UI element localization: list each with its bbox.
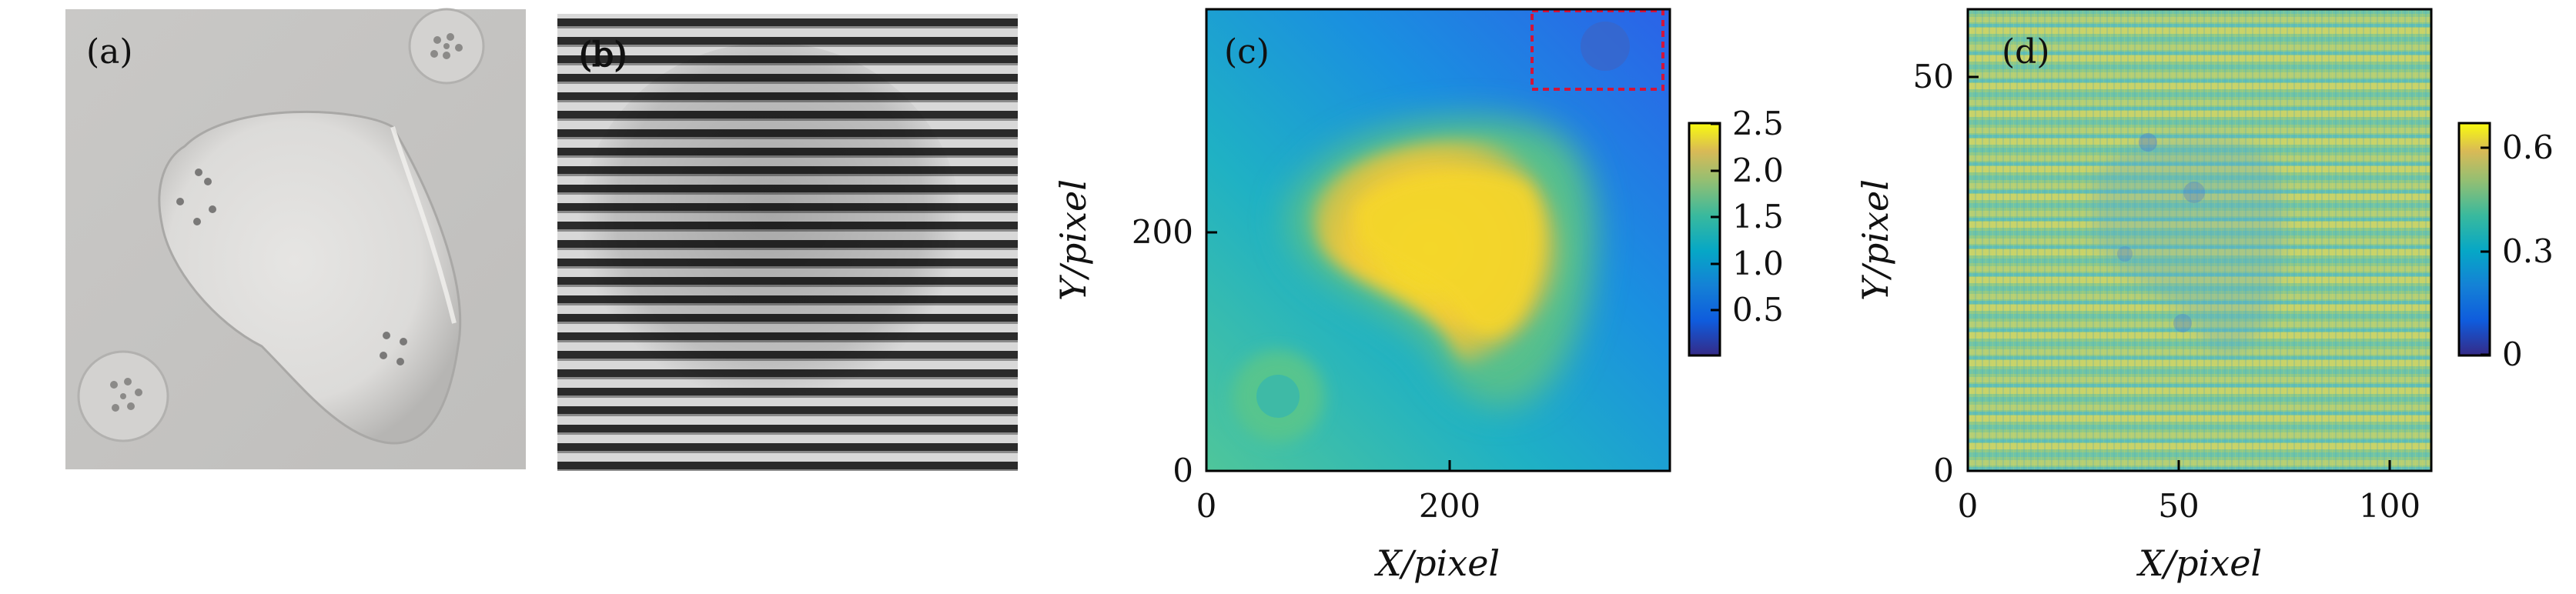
panel-d-ylabel: Y/pixel <box>1855 179 1896 301</box>
panel-d-xlabel: X/pixel <box>2136 542 2262 584</box>
panel-c-colorbar-tick: 2.5 <box>1732 105 1784 142</box>
panel-d-colorbar-tick: 0 <box>2502 335 2523 373</box>
panel-c-colorbar-tick: 0.5 <box>1732 291 1784 329</box>
panel-d-label: (d) <box>2002 32 2050 72</box>
panel-c-frame <box>1205 8 1671 472</box>
panel-a-photo: (a) <box>65 8 526 469</box>
panel-d-heatmap: (d) 0 50 100 0 50 X/pixel Y/pixel 0.6 0.… <box>1855 8 2554 584</box>
panel-c-xtick: 200 <box>1419 487 1480 525</box>
panel-c-colorbar: 2.5 2.0 1.5 1.0 0.5 <box>1688 105 1784 357</box>
panel-d-ytick: 50 <box>1913 58 1954 95</box>
panel-d-xtick: 0 <box>1958 487 1979 525</box>
panel-c-xlabel: X/pixel <box>1374 542 1500 584</box>
panel-c-ytick: 0 <box>1173 452 1193 489</box>
panel-d-colorbar-tick: 0.6 <box>2502 128 2554 166</box>
panel-c-colorbar-tick: 1.5 <box>1732 198 1784 235</box>
panel-c-annotation-box <box>1531 9 1664 91</box>
panel-c-xtick: 0 <box>1196 487 1217 525</box>
panel-d-xtick: 100 <box>2359 487 2420 525</box>
panel-b-label: (b) <box>579 35 627 75</box>
panel-b-fringe-image: (b) <box>557 14 1018 471</box>
panel-c-colorbar-tick: 1.0 <box>1732 245 1784 282</box>
panel-c-ylabel: Y/pixel <box>1052 179 1094 301</box>
panel-d-colorbar: 0.6 0.3 0 <box>2457 122 2554 373</box>
panel-c-label: (c) <box>1224 32 1270 72</box>
panel-c-heatmap: (c) 0 200 0 200 X/pixel Y/pixel 2.5 2.0 <box>1052 8 1784 584</box>
panel-a-label: (a) <box>86 32 133 72</box>
panel-c-ytick: 200 <box>1132 213 1193 251</box>
panel-c-colorbar-tick: 2.0 <box>1732 152 1784 189</box>
panel-d-xtick: 50 <box>2158 487 2199 525</box>
panel-d-frame <box>1966 8 2433 472</box>
panel-d-colorbar-tick: 0.3 <box>2502 232 2554 270</box>
panel-d-ytick: 0 <box>1933 452 1954 489</box>
